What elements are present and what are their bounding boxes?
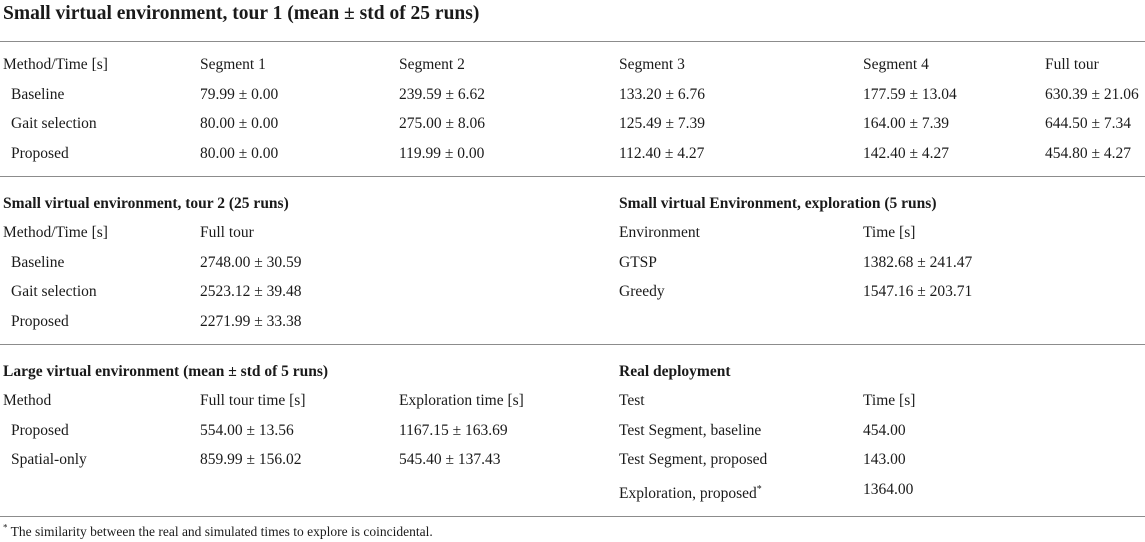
column-header: Segment 3	[619, 56, 685, 73]
row-label: Spatial-only	[11, 451, 87, 468]
table-cell: 79.99 ± 0.00	[200, 86, 279, 103]
table-cell: 1364.00	[863, 481, 914, 498]
table-cell: 454.80 ± 4.27	[1045, 145, 1132, 162]
table-cell: 143.00	[863, 451, 906, 468]
table-cell: 630.39 ± 21.06	[1045, 86, 1139, 103]
footnote-marker: *	[3, 522, 8, 533]
table-cell: 119.99 ± 0.00	[399, 145, 485, 162]
row-label: Baseline	[11, 254, 65, 271]
footnote: * The similarity between the real and si…	[3, 522, 433, 540]
section-title: Small virtual Environment, exploration (…	[619, 195, 937, 212]
table-cell: 239.59 ± 6.62	[399, 86, 486, 103]
column-header: Method/Time [s]	[3, 56, 108, 73]
row-label: Test Segment, proposed	[619, 451, 768, 468]
table-cell: 142.40 ± 4.27	[863, 145, 950, 162]
row-label: Greedy	[619, 283, 665, 300]
row-label: Baseline	[11, 86, 65, 103]
row-label: Test Segment, baseline	[619, 422, 762, 439]
column-header: Method/Time [s]	[3, 224, 108, 241]
table-cell: 112.40 ± 4.27	[619, 145, 705, 162]
column-header: Test	[619, 392, 645, 409]
section-title: Real deployment	[619, 363, 731, 380]
row-label: Exploration, proposed*	[619, 481, 762, 503]
table-cell: 80.00 ± 0.00	[200, 115, 279, 132]
row-label-text: Exploration, proposed	[619, 485, 757, 503]
column-header: Time [s]	[863, 392, 916, 409]
divider	[0, 176, 1145, 177]
table-cell: 125.49 ± 7.39	[619, 115, 706, 132]
table-cell: 2523.12 ± 39.48	[200, 283, 302, 300]
table-cell: 545.40 ± 137.43	[399, 451, 501, 468]
table-cell: 2748.00 ± 30.59	[200, 254, 302, 271]
column-header: Full tour	[1045, 56, 1099, 73]
column-header: Exploration time [s]	[399, 392, 524, 409]
section-title: Large virtual environment (mean ± std of…	[3, 363, 329, 380]
table-cell: 859.99 ± 156.02	[200, 451, 302, 468]
table-cell: 80.00 ± 0.00	[200, 145, 279, 162]
row-label: Proposed	[11, 313, 69, 330]
footnote-text: The similarity between the real and simu…	[7, 524, 433, 539]
column-header: Time [s]	[863, 224, 916, 241]
table-cell: 275.00 ± 8.06	[399, 115, 486, 132]
table-cell: 164.00 ± 7.39	[863, 115, 950, 132]
table-cell: 1547.16 ± 203.71	[863, 283, 973, 300]
table-cell: 1382.68 ± 241.47	[863, 254, 973, 271]
column-header: Segment 1	[200, 56, 266, 73]
divider	[0, 41, 1145, 42]
row-label: Gait selection	[11, 115, 97, 132]
section-title: Small virtual environment, tour 2 (25 ru…	[3, 195, 289, 212]
column-header: Environment	[619, 224, 700, 241]
table-cell: 554.00 ± 13.56	[200, 422, 294, 439]
column-header: Method	[3, 392, 52, 409]
divider	[0, 344, 1145, 345]
table-cell: 2271.99 ± 33.38	[200, 313, 302, 330]
table-cell: 177.59 ± 13.04	[863, 86, 957, 103]
footnote-marker: *	[756, 484, 762, 495]
column-header: Segment 4	[863, 56, 929, 73]
divider	[0, 516, 1145, 517]
table-cell: 133.20 ± 6.76	[619, 86, 706, 103]
table-title: Small virtual environment, tour 1 (mean …	[3, 3, 480, 24]
row-label: Proposed	[11, 145, 69, 162]
table-cell: 454.00	[863, 422, 906, 439]
table-cell: 1167.15 ± 163.69	[399, 422, 508, 439]
column-header: Full tour time [s]	[200, 392, 306, 409]
column-header: Segment 2	[399, 56, 465, 73]
column-header: Full tour	[200, 224, 254, 241]
row-label: Proposed	[11, 422, 69, 439]
row-label: GTSP	[619, 254, 657, 271]
table-cell: 644.50 ± 7.34	[1045, 115, 1132, 132]
row-label: Gait selection	[11, 283, 97, 300]
